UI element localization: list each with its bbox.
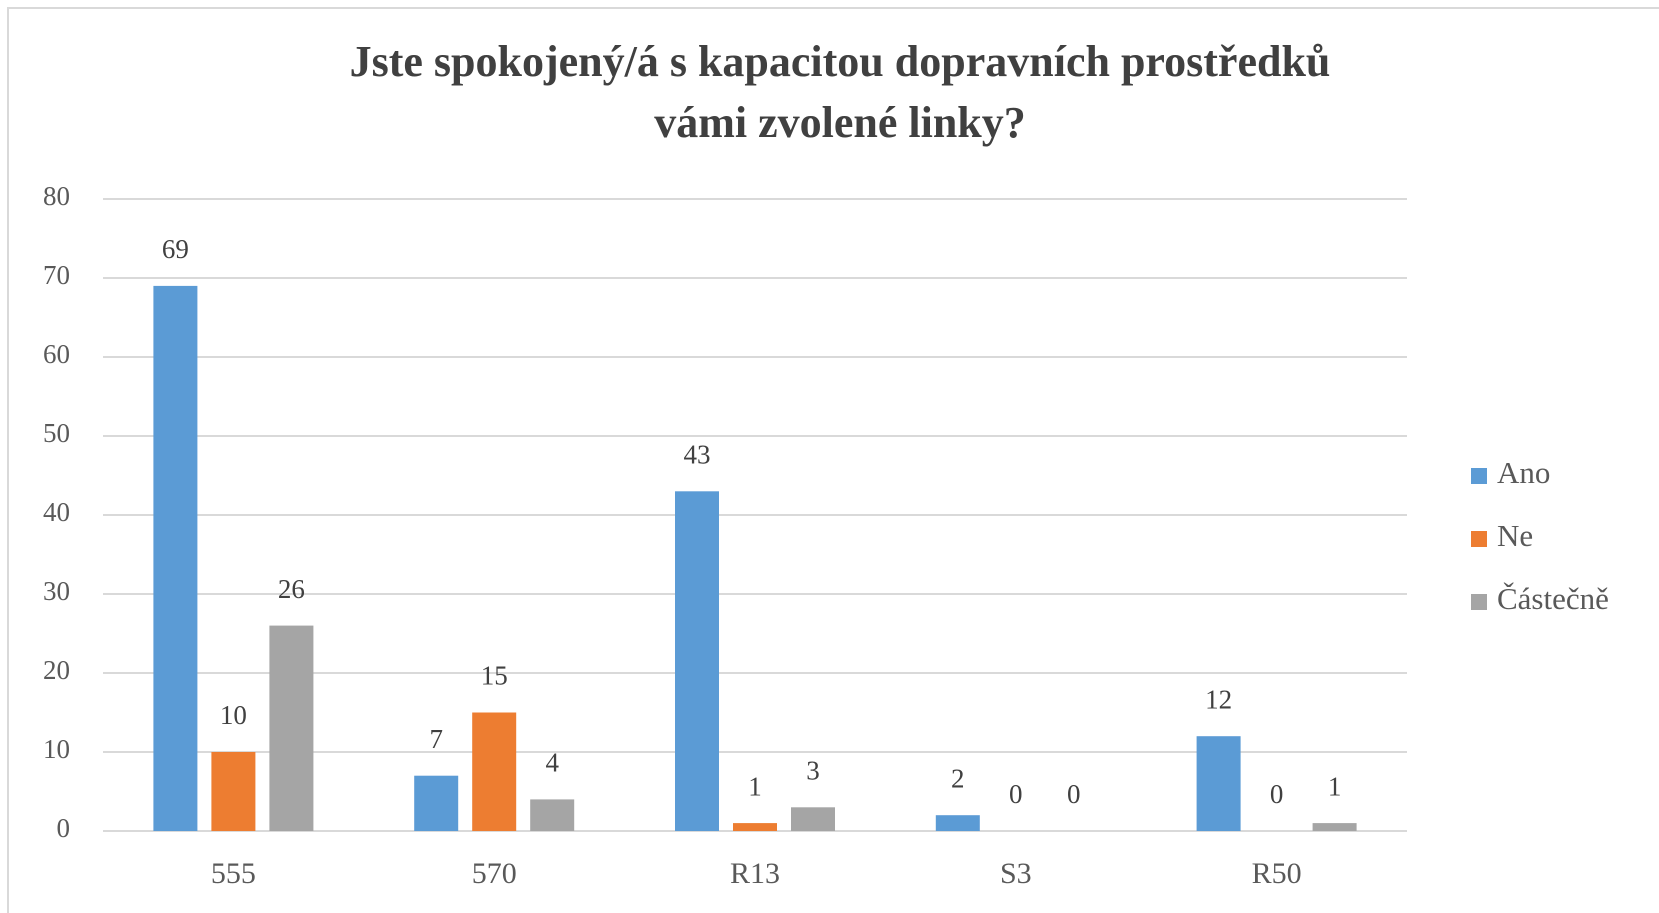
chart-title: vámi zvolené linky? xyxy=(654,98,1026,147)
legend-label: Ne xyxy=(1497,518,1533,553)
y-tick-label: 80 xyxy=(43,181,70,211)
x-tick-label: S3 xyxy=(1000,857,1032,890)
data-label: 2 xyxy=(951,763,965,793)
data-label: 69 xyxy=(162,234,189,264)
legend-swatch xyxy=(1471,531,1487,547)
data-label: 4 xyxy=(545,748,559,778)
bar xyxy=(1196,736,1241,831)
bar xyxy=(269,625,314,831)
y-tick-label: 0 xyxy=(57,813,71,843)
chart-title: Jste spokojený/á s kapacitou dopravních … xyxy=(350,37,1331,86)
data-label: 10 xyxy=(220,700,247,730)
bar xyxy=(472,712,517,831)
legend-swatch xyxy=(1471,468,1487,484)
y-tick-label: 40 xyxy=(43,497,70,527)
bar xyxy=(935,815,980,831)
chart-border xyxy=(7,7,1659,913)
data-label: 1 xyxy=(748,771,762,801)
data-label: 12 xyxy=(1205,684,1232,714)
y-tick-label: 50 xyxy=(43,418,70,448)
bar xyxy=(791,807,835,831)
data-label: 26 xyxy=(278,574,305,604)
y-tick-label: 20 xyxy=(43,655,70,685)
y-tick-label: 60 xyxy=(43,339,70,369)
bar xyxy=(733,823,777,831)
x-tick-label: 555 xyxy=(211,857,256,890)
legend-label: Ano xyxy=(1497,455,1550,490)
data-label: 0 xyxy=(1067,779,1081,809)
bar xyxy=(211,752,256,831)
legend-swatch xyxy=(1471,594,1487,610)
data-label: 1 xyxy=(1328,771,1342,801)
data-label: 43 xyxy=(684,440,711,470)
y-tick-label: 30 xyxy=(43,576,70,606)
bar xyxy=(530,799,575,831)
bar xyxy=(414,775,459,831)
data-label: 3 xyxy=(806,756,820,786)
legend-label: Částečně xyxy=(1497,581,1609,616)
data-label: 15 xyxy=(481,661,508,691)
data-label: 7 xyxy=(429,724,443,754)
y-tick-label: 70 xyxy=(43,260,70,290)
x-tick-label: 570 xyxy=(472,857,517,890)
data-label: 0 xyxy=(1270,779,1284,809)
x-tick-label: R50 xyxy=(1252,857,1302,890)
data-label: 0 xyxy=(1009,779,1023,809)
x-tick-label: R13 xyxy=(730,857,780,890)
bar xyxy=(153,285,198,831)
bar xyxy=(675,491,719,831)
bar xyxy=(1312,823,1357,831)
y-tick-label: 10 xyxy=(43,734,70,764)
